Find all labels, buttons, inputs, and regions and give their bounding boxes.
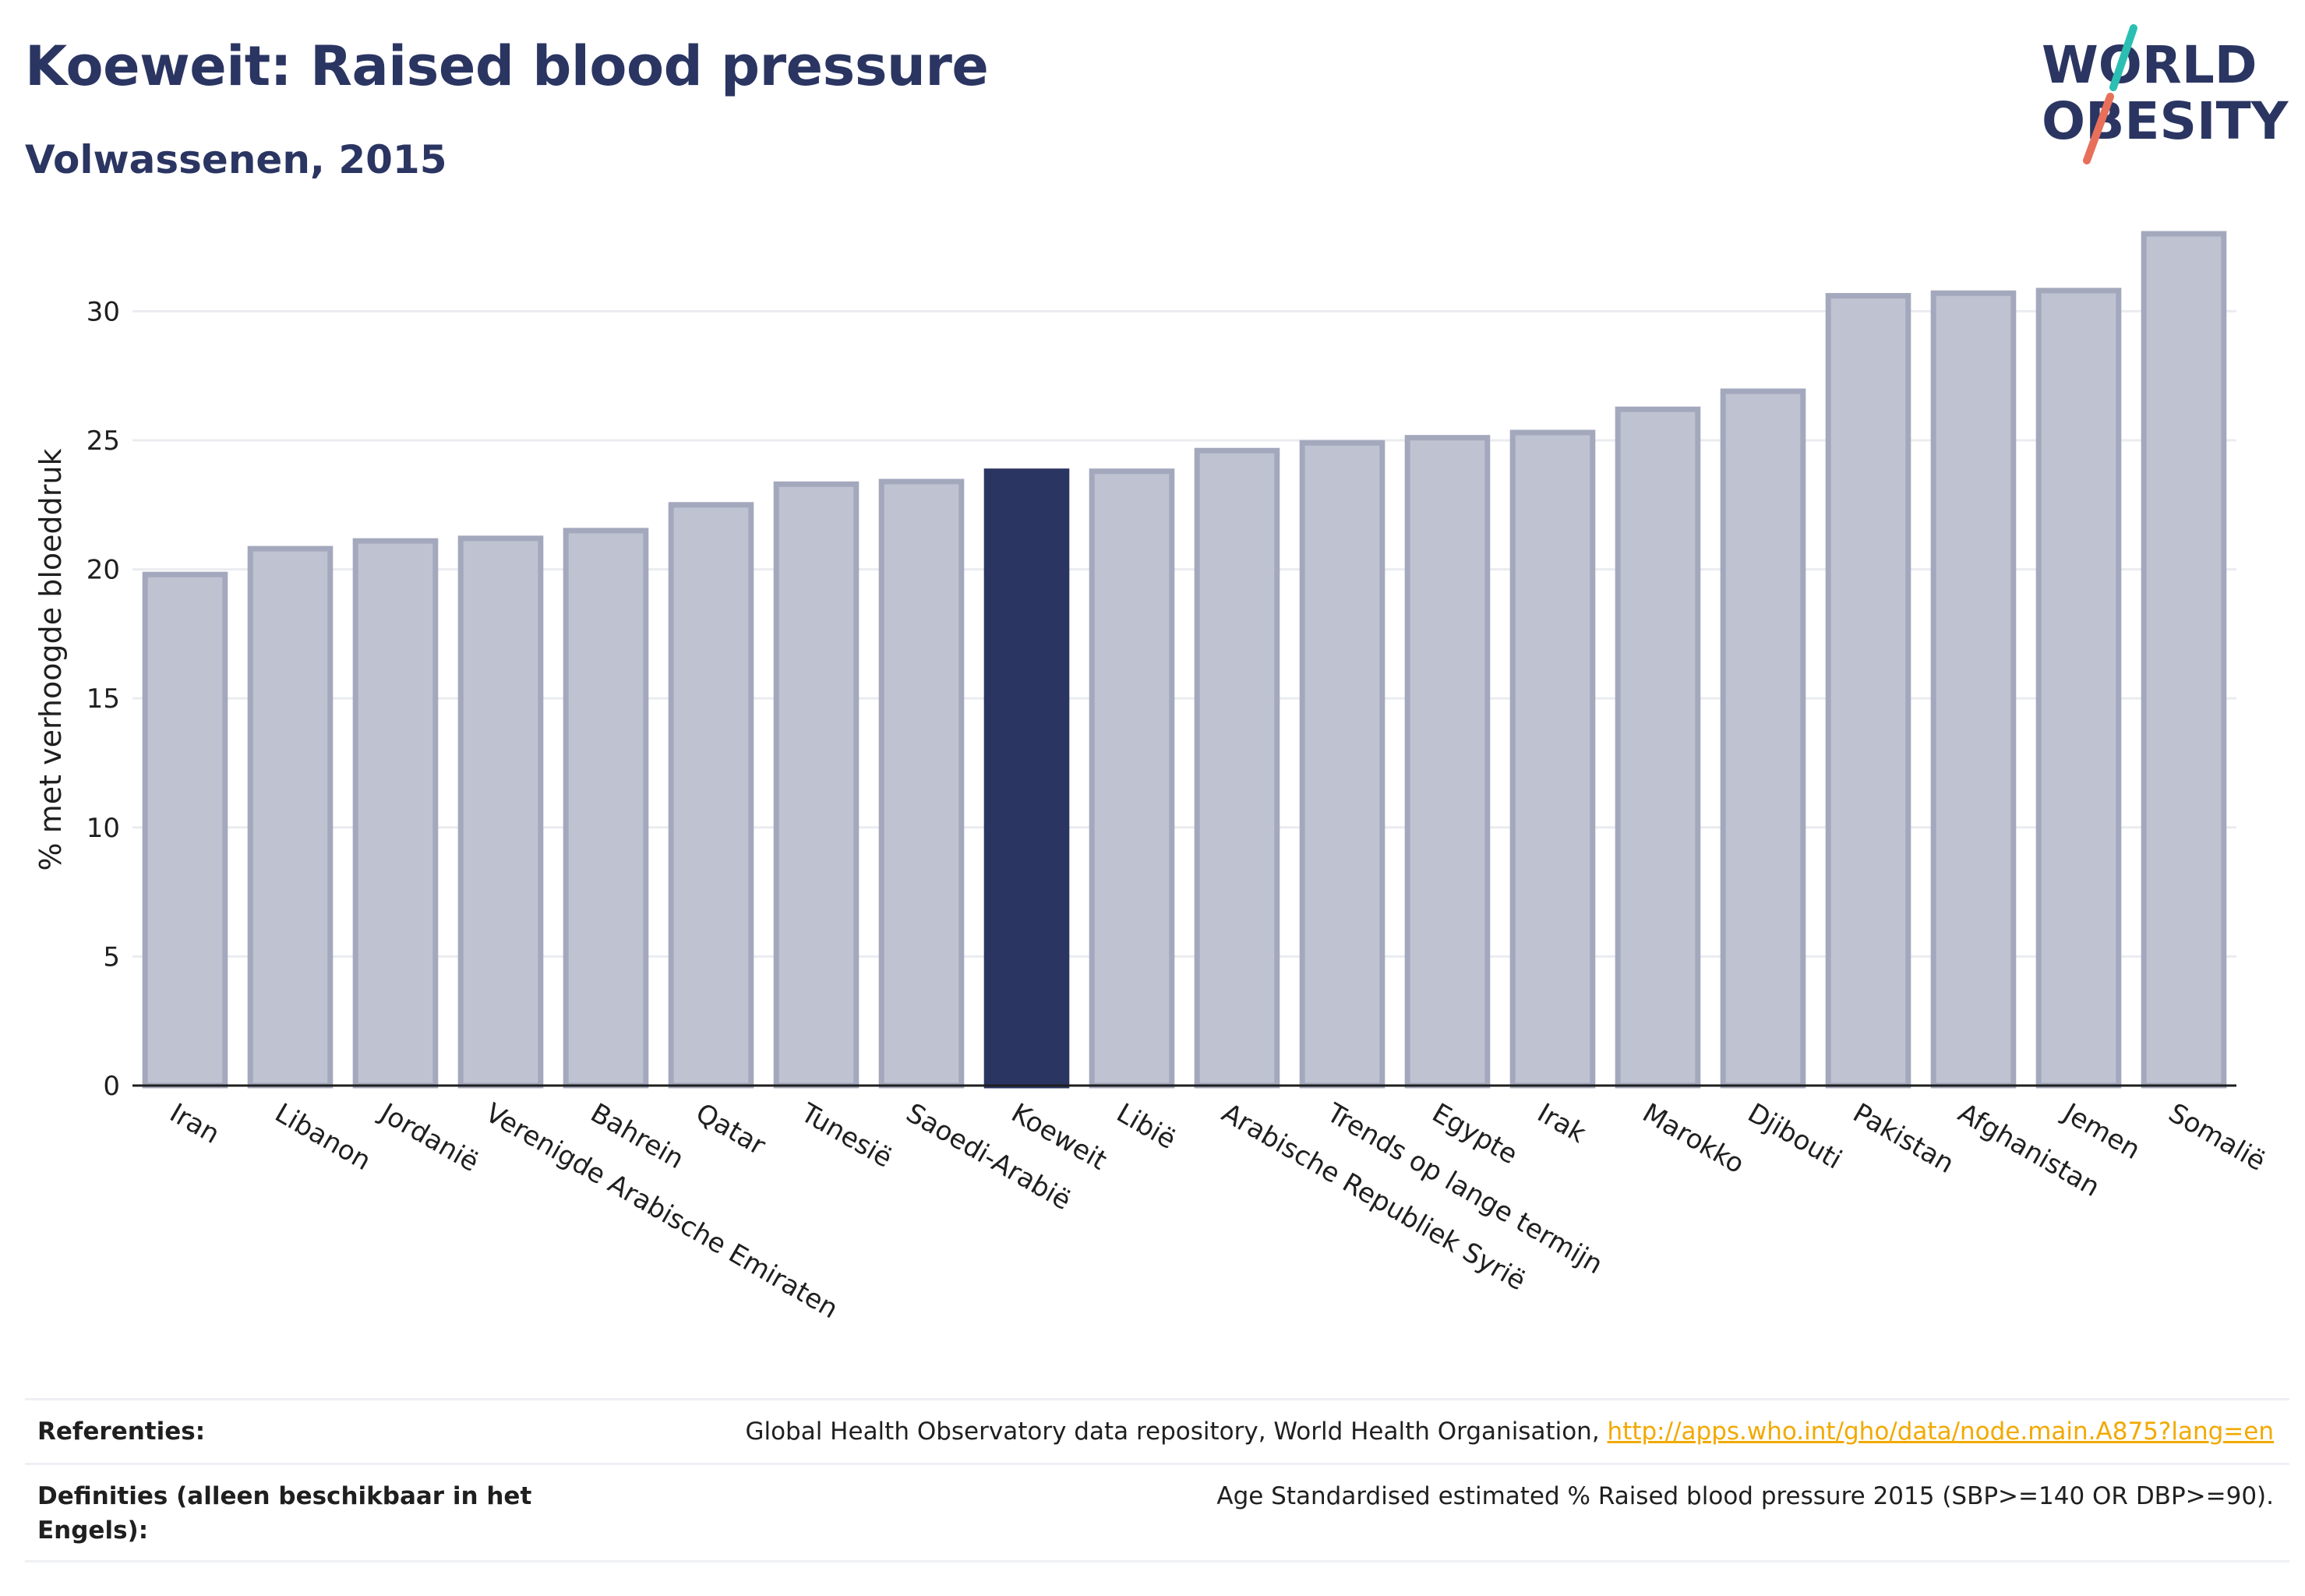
x-tick-label: Somalië (2163, 1097, 2271, 1178)
references-link[interactable]: http://apps.who.int/gho/data/node.main.A… (1607, 1418, 2274, 1446)
bar[interactable] (668, 502, 754, 1089)
chart-subtitle: Volwassenen, 2015 (25, 137, 447, 182)
bar[interactable] (563, 528, 649, 1089)
definitions-text: Age Standardised estimated % Raised bloo… (1216, 1482, 2274, 1510)
references-row: Referenties: Global Health Observatory d… (25, 1398, 2289, 1463)
x-tick-label: Pakistan (1848, 1097, 1959, 1180)
bar[interactable] (1720, 388, 1806, 1089)
x-tick-label: Libanon (270, 1097, 376, 1177)
bar[interactable] (1089, 468, 1175, 1089)
references-text: Global Health Observatory data repositor… (745, 1418, 1608, 1446)
definitions-label: Definities (alleen beschikbaar in het En… (37, 1482, 532, 1545)
y-axis-title: % met verhoogde bloeddruk (34, 449, 68, 871)
chart-title: Koeweit: Raised blood pressure (25, 34, 989, 98)
gridlines (132, 309, 2236, 958)
references-value: Global Health Observatory data repositor… (745, 1414, 2274, 1449)
logo-slash-bottom (2083, 93, 2114, 164)
y-tick-label: 15 (86, 683, 120, 715)
x-tick-label: Tunesië (795, 1097, 897, 1174)
x-tick-label: Marokko (1637, 1097, 1749, 1180)
bar[interactable] (1825, 292, 1911, 1089)
y-tick-label: 0 (103, 1071, 120, 1102)
bar[interactable] (457, 535, 544, 1089)
bars (142, 231, 2227, 1089)
y-axis-ticks: 0 5 10 15 20 25 30 (86, 296, 120, 1102)
x-tick-label: Verenigde Arabische Emiraten (480, 1097, 843, 1325)
logo-line1: WORLD (2042, 35, 2257, 95)
x-tick-label: Djibouti (1742, 1097, 1847, 1176)
definitions-row: Definities (alleen beschikbaar in het En… (25, 1463, 2289, 1562)
bar[interactable] (1930, 290, 2017, 1089)
bar[interactable] (352, 538, 439, 1089)
x-tick-label: Irak (1532, 1097, 1591, 1149)
bar-chart: 0 5 10 15 20 25 30 Iran LibanonJordaniëVerenigd… (34, 231, 2271, 1325)
logo-line2: OBESITY (2042, 91, 2289, 151)
bar[interactable] (1404, 435, 1491, 1089)
bar[interactable] (2035, 288, 2122, 1089)
bar-highlight[interactable] (983, 468, 1070, 1089)
references-table: Referenties: Global Health Observatory d… (25, 1398, 2289, 1562)
bar[interactable] (1615, 406, 1701, 1089)
y-tick-label: 25 (86, 425, 120, 457)
x-tick-label: Qatar (690, 1097, 771, 1162)
y-tick-label: 5 (103, 941, 120, 973)
bar[interactable] (1299, 440, 1385, 1089)
x-tick-label: Jordanië (373, 1096, 484, 1178)
y-tick-label: 20 (86, 555, 120, 586)
bar[interactable] (2141, 231, 2227, 1089)
bar[interactable] (773, 481, 860, 1089)
x-tick-label: Libië (1111, 1097, 1181, 1156)
bar[interactable] (878, 478, 965, 1089)
y-tick-label: 30 (86, 296, 120, 327)
bar[interactable] (142, 571, 228, 1089)
world-obesity-logo: WORLD OBESITY (2042, 24, 2289, 164)
y-tick-label: 10 (86, 813, 120, 844)
bar[interactable] (247, 546, 334, 1089)
x-tick-label: Iran (164, 1097, 224, 1150)
bar[interactable] (1194, 447, 1280, 1089)
references-label: Referenties: (37, 1418, 206, 1446)
logo-slash-top (2109, 24, 2137, 91)
bar[interactable] (1509, 429, 1596, 1089)
